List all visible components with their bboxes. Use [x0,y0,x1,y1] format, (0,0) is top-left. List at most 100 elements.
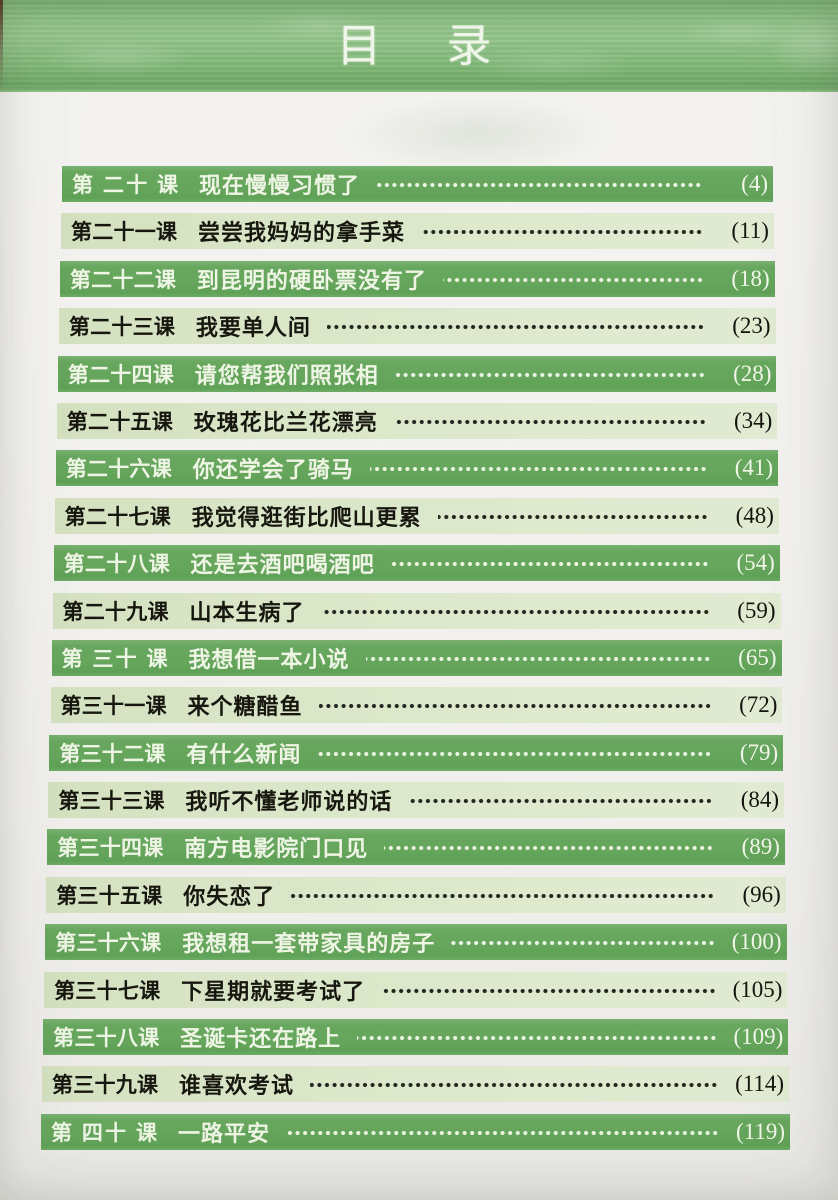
dotted-leader [442,275,704,284]
show-through-smudge [345,96,610,172]
dotted-leader [326,323,705,332]
toc-lesson-title: 来个糖醋鱼 [187,694,303,720]
toc-row: 第二十一课 尝尝我妈妈的拿手菜 (11) [61,213,774,250]
toc-page-number: (23) [732,313,771,339]
toc-lesson-title: 我想租一套带家具的房子 [182,931,436,957]
toc-page-number: (79) [739,739,779,765]
toc-row: 第三十八课 圣诞卡还在路上 (109) [43,1019,789,1056]
toc-lesson-number: 第三十六课 [55,931,162,956]
toc-lesson-number: 第二十二课 [69,267,176,292]
toc-lesson-title: 南方电影院门口见 [184,836,369,862]
toc-page-number: (54) [736,550,775,576]
toc-row: 第三十九课 谁喜欢考试 (114) [42,1066,790,1103]
toc-row: 第二十六课 你还学会了骑马 (41) [55,450,779,487]
toc-row: 第 二十 课 现在慢慢习惯了 (4) [62,166,773,202]
dotted-leader [393,417,707,426]
toc-lesson-number: 第三十二课 [59,741,166,766]
toc-page-number: (105) [732,976,783,1002]
page-title: 目 录 [336,21,502,71]
toc-row: 第三十五课 你失恋了 (96) [46,876,786,913]
toc-page-number: (89) [741,834,780,860]
toc-lesson-title: 我听不懂老师说的话 [185,789,393,815]
toc-lesson-title: 到昆明的硬卧票没有了 [196,267,427,293]
toc-lesson-number: 第三十九课 [52,1073,158,1098]
dotted-leader [320,607,710,616]
toc-row: 第三十四课 南方电影院门口见 (89) [47,829,785,866]
toc-row: 第 三十 课 我想借一本小说 (65) [51,639,782,676]
toc-row: 第 四十 课 一路平安 (119) [41,1113,790,1150]
toc-lesson-number: 第 四十 课 [51,1120,157,1145]
toc-lesson-number: 第二十九课 [62,599,169,624]
dotted-leader [357,1034,718,1043]
toc-lesson-number: 第二十六课 [65,457,172,482]
toc-lesson-number: 第二十三课 [68,315,175,340]
toc-row: 第三十三课 我听不懂老师说的话 (84) [48,782,785,819]
toc-lesson-title: 还是去酒吧喝酒吧 [190,552,375,578]
toc-page-number: (119) [736,1118,785,1144]
toc-lesson-title: 山本生病了 [189,599,305,625]
dotted-leader [286,1128,719,1137]
toc-lesson-number: 第三十八课 [53,1026,160,1051]
toc-lesson-number: 第三十四课 [57,836,164,861]
dotted-leader [394,370,706,379]
toc-lesson-number: 第二十八课 [63,552,170,577]
toc-lesson-title: 我觉得逛街比爬山更累 [191,504,422,530]
dotted-leader [381,986,717,995]
toc-row: 第三十一课 来个糖醋鱼 (72) [50,687,783,724]
toc-page-number: (48) [735,502,774,528]
toc-lesson-number: 第二十五课 [66,409,173,434]
toc-list: 第 二十 课 现在慢慢习惯了 (4) 第二十一课 尝尝我妈妈的拿手菜 (11) … [0,166,838,1150]
toc-row: 第二十三课 我要单人间 (23) [58,308,776,345]
toc-lesson-title: 谁喜欢考试 [179,1073,295,1099]
toc-lesson-title: 我想借一本小说 [188,646,350,672]
toc-lesson-title: 请您帮我们照张相 [194,362,379,388]
toc-lesson-title: 圣诞卡还在路上 [180,1026,342,1052]
toc-page-number: (18) [731,265,770,291]
dotted-leader [318,702,712,711]
toc-lesson-title: 尝尝我妈妈的拿手菜 [198,220,406,246]
toc-lesson-title: 有什么新闻 [186,741,302,767]
toc-page-number: (109) [733,1024,784,1050]
toc-lesson-number: 第三十三课 [58,789,165,814]
toc-lesson-number: 第三十一课 [60,694,167,719]
toc-lesson-title: 一路平安 [178,1120,271,1146]
dotted-leader [408,797,714,806]
toc-row: 第二十五课 玫瑰花比兰花漂亮 (34) [56,402,778,439]
toc-page-number: (28) [733,360,772,386]
toc-page-number: (84) [740,787,780,813]
toc-row: 第二十七课 我觉得逛街比爬山更累 (48) [54,497,779,534]
toc-page-number: (34) [733,407,773,433]
toc-lesson-number: 第三十七课 [54,978,161,1003]
toc-row: 第三十六课 我想租一套带家具的房子 (100) [45,924,787,961]
dotted-leader [317,749,713,758]
toc-lesson-number: 第 三十 课 [61,646,168,671]
toc-lesson-title: 下星期就要考试了 [181,978,366,1004]
toc-page-number: (65) [738,644,777,670]
dotted-leader [437,512,708,521]
toc-lesson-number: 第 二十 课 [72,173,178,197]
dotted-leader [421,228,703,237]
toc-row: 第二十二课 到昆明的硬卧票没有了 (18) [59,260,775,297]
toc-page-number: (59) [737,597,776,623]
dotted-leader [369,465,708,474]
toc-page-number: (96) [742,881,781,907]
toc-lesson-number: 第二十七课 [64,504,171,529]
dotted-leader [451,939,716,948]
toc-header-band: 目 录 [0,0,838,92]
photo-edge-artifact [0,0,3,92]
dotted-leader [310,1081,719,1090]
toc-row: 第二十八课 还是去酒吧喝酒吧 (54) [53,545,780,582]
toc-page-number: (72) [739,692,778,718]
dotted-leader [384,844,714,853]
toc-row: 第二十九课 山本生病了 (59) [52,592,781,629]
toc-page-number: (41) [734,455,774,481]
dotted-leader [291,891,715,900]
toc-lesson-title: 你还学会了骑马 [192,457,354,483]
toc-lesson-number: 第三十五课 [56,883,163,908]
toc-lesson-title: 玫瑰花比兰花漂亮 [193,409,378,435]
toc-lesson-title: 现在慢慢习惯了 [199,173,361,198]
toc-page-number: (11) [731,218,769,244]
toc-page-number: (4) [741,171,768,196]
toc-lesson-title: 你失恋了 [183,883,276,909]
